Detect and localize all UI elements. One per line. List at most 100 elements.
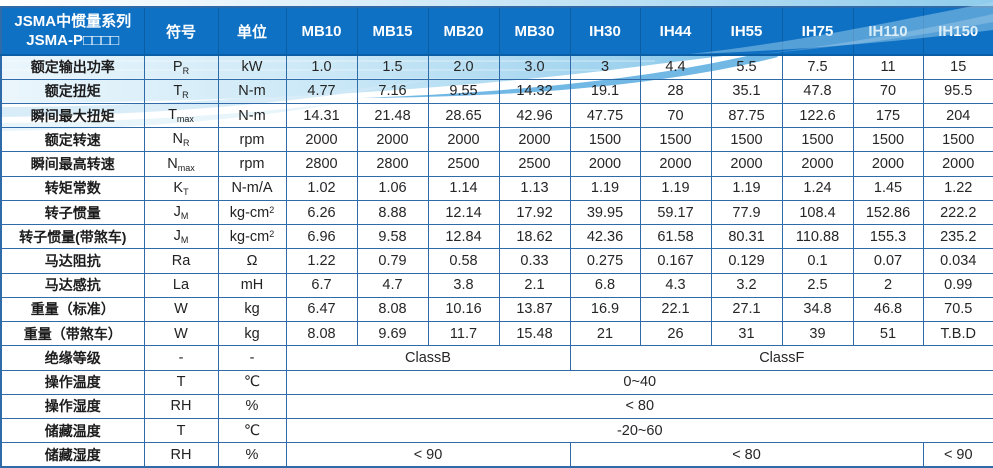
row-unit: kW (217, 54, 287, 80)
value-cell: < 80 (285, 393, 993, 420)
value-cell: 4.77 (285, 78, 358, 104)
value-cell: 17.92 (498, 199, 571, 226)
row-label: 绝缘等级 (0, 345, 145, 371)
series-title: JSMA中惯量系列 JSMA-P□□□□ (0, 6, 145, 56)
row-unit: kg (217, 321, 287, 347)
value-cell: 0~40 (285, 369, 993, 395)
value-cell: 8.08 (285, 321, 358, 347)
value-cell: 1.0 (285, 54, 358, 80)
value-cell: 19.1 (569, 78, 641, 104)
row-label: 瞬间最高转速 (0, 151, 145, 177)
value-cell: 18.62 (498, 224, 571, 250)
value-cell: 14.31 (285, 102, 358, 129)
value-cell: 51 (852, 321, 924, 347)
value-cell: 22.1 (639, 296, 712, 323)
value-cell: 204 (922, 102, 993, 129)
value-cell: 59.17 (639, 199, 712, 226)
value-cell: 9.58 (356, 224, 429, 250)
value-cell: 16.9 (569, 296, 641, 323)
value-cell: 1500 (922, 127, 993, 153)
row-symbol: Ra (143, 248, 219, 274)
value-cell: 3.2 (710, 272, 783, 298)
model-header-ih44: IH44 (639, 6, 712, 56)
value-cell: 8.08 (356, 296, 429, 323)
value-cell: 42.36 (569, 224, 641, 250)
value-cell: 1500 (569, 127, 641, 153)
series-title-line2: JSMA-P□□□□ (26, 32, 120, 49)
symbol-column-header: 符号 (143, 6, 219, 56)
value-cell: 3.8 (427, 272, 500, 298)
row-unit: N-m/A (217, 175, 287, 201)
value-cell: 2.0 (427, 54, 500, 80)
row-symbol: JM (143, 199, 219, 226)
row-unit: - (217, 345, 287, 371)
value-cell: 2000 (285, 127, 358, 153)
row-label: 马达感抗 (0, 272, 145, 298)
row-label: 储藏湿度 (0, 442, 145, 468)
row-label: 额定转速 (0, 127, 145, 153)
value-cell: 0.58 (427, 248, 500, 274)
value-cell: 47.8 (781, 78, 854, 104)
spec-row: 额定输出功率 PR kW 1.0 1.5 2.0 3.0 3 4.4 5.5 7.5 11 15 (0, 54, 993, 80)
value-cell: 70 (852, 78, 924, 104)
spec-row: 马达阻抗 Ra Ω 1.22 0.79 0.58 0.33 0.275 0.167 0.129 0.… (0, 248, 993, 274)
row-unit: % (217, 393, 287, 420)
row-unit: ℃ (217, 369, 287, 395)
value-cell: 2500 (427, 151, 500, 177)
row-symbol: NR (143, 127, 219, 153)
spec-row: 马达感抗 La mH 6.7 4.7 3.8 2.1 6.8 4.3 3.2 2.5 2 0.99 (0, 272, 993, 298)
value-cell: 6.26 (285, 199, 358, 226)
value-cell: 2000 (710, 151, 783, 177)
value-cell: 7.16 (356, 78, 429, 104)
value-cell: 21.48 (356, 102, 429, 129)
value-cell: 2500 (498, 151, 571, 177)
row-label: 马达阻抗 (0, 248, 145, 274)
value-cell: 1.06 (356, 175, 429, 201)
value-cell: 70.5 (922, 296, 993, 323)
spec-table-body: 额定输出功率 PR kW 1.0 1.5 2.0 3.0 3 4.4 5.5 7.5 11 15 额定扭矩… (0, 54, 993, 468)
spec-row: 瞬间最高转速 Nmax rpm 2800 2800 2500 2500 2000 2000 200… (0, 151, 993, 177)
row-symbol: T (143, 369, 219, 395)
row-label: 额定输出功率 (0, 54, 145, 80)
value-cell: 8.88 (356, 199, 429, 226)
value-cell: 108.4 (781, 199, 854, 226)
row-symbol: Tmax (143, 102, 219, 129)
row-label: 重量（标准） (0, 296, 145, 323)
row-label: 转子惯量 (0, 199, 145, 226)
value-cell: 34.8 (781, 296, 854, 323)
row-symbol: PR (143, 54, 219, 80)
value-cell: 152.86 (852, 199, 924, 226)
value-cell: 77.9 (710, 199, 783, 226)
value-cell: 110.88 (781, 224, 854, 250)
value-cell: 1.02 (285, 175, 358, 201)
value-cell: 9.69 (356, 321, 429, 347)
top-accent-strip (0, 0, 993, 6)
value-cell: 1.14 (427, 175, 500, 201)
value-cell: T.B.D (922, 321, 993, 347)
row-symbol: KT (143, 175, 219, 201)
row-symbol: TR (143, 78, 219, 104)
value-cell: 0.167 (639, 248, 712, 274)
spec-row: 转子惯量 JM kg-cm2 6.26 8.88 12.14 17.92 39.95 59.17… (0, 199, 993, 226)
row-unit: % (217, 442, 287, 468)
row-unit: rpm (217, 151, 287, 177)
model-header-mb15: MB15 (356, 6, 429, 56)
value-cell: 235.2 (922, 224, 993, 250)
value-cell: 4.7 (356, 272, 429, 298)
spec-row: 瞬间最大扭矩 Tmax N-m 14.31 21.48 28.65 42.96 47.75 70… (0, 102, 993, 129)
value-cell: 2000 (639, 151, 712, 177)
value-cell: 3 (569, 54, 641, 80)
value-cell: 122.6 (781, 102, 854, 129)
row-unit: kg-cm2 (217, 224, 287, 250)
value-cell: 39.95 (569, 199, 641, 226)
model-header-ih150: IH150 (922, 6, 993, 56)
row-symbol: La (143, 272, 219, 298)
value-cell: 6.7 (285, 272, 358, 298)
value-cell: 1500 (710, 127, 783, 153)
value-cell: 175 (852, 102, 924, 129)
value-cell: 2000 (781, 151, 854, 177)
row-unit: kg-cm2 (217, 199, 287, 226)
spec-row: 操作湿度 RH% < 80 (0, 393, 993, 420)
